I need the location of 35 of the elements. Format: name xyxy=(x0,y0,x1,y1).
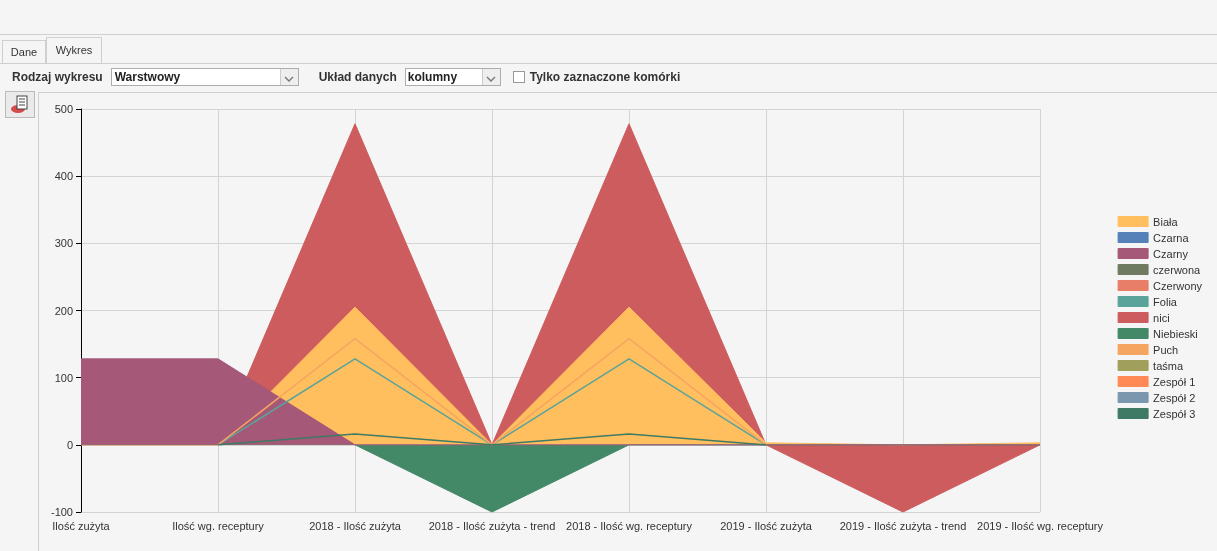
text: Warstwowy xyxy=(114,70,181,84)
text: Tylko zaznaczone komórki xyxy=(529,70,681,84)
legend-label: nici xyxy=(1153,311,1170,324)
y-tick-label: 100 xyxy=(54,371,73,384)
y-tick-label: 500 xyxy=(54,103,73,115)
legend-label: czerwona xyxy=(1153,263,1202,276)
x-tick-label: Ilość zużyta xyxy=(52,519,111,532)
legend-label: Zespół 1 xyxy=(1153,375,1196,388)
x-tick-label: 2018 - Ilość zużyta - trend xyxy=(428,519,556,532)
x-tick-label: 2019 - Ilość wg. receptury xyxy=(977,519,1104,532)
x-tick-label: 2018 - Ilość zużyta xyxy=(309,519,402,532)
text: kolumny xyxy=(407,70,458,84)
y-tick-label: 300 xyxy=(54,237,73,250)
legend-label: Puch xyxy=(1153,343,1179,356)
legend-label: Czarna xyxy=(1153,231,1190,244)
y-tick-label: 200 xyxy=(54,304,73,317)
x-tick-label: 2019 - Ilość zużyta - trend xyxy=(839,519,967,532)
text: Układ danych xyxy=(318,70,397,84)
legend-label: Czerwony xyxy=(1153,279,1203,292)
x-tick-label: 2018 - Ilość wg. receptury xyxy=(566,519,693,532)
legend-label: Niebieski xyxy=(1153,327,1198,340)
text: Rodzaj wykresu xyxy=(12,70,103,84)
legend-label: Zespół 3 xyxy=(1153,407,1196,420)
legend-label: Folia xyxy=(1153,295,1178,308)
text: Wykres xyxy=(46,37,102,64)
x-tick-label: 2019 - Ilość zużyta xyxy=(720,519,813,532)
legend-label: Biała xyxy=(1153,215,1179,228)
legend-label: Zespół 2 xyxy=(1153,391,1196,404)
text: Dane xyxy=(2,40,46,63)
x-tick-label: Ilość wg. receptury xyxy=(172,519,265,532)
legend-label: Czarny xyxy=(1153,247,1189,260)
legend-label: taśma xyxy=(1153,359,1184,372)
y-tick-label: -100 xyxy=(50,506,73,518)
y-tick-label: 400 xyxy=(54,170,73,183)
y-tick-label: 0 xyxy=(66,438,73,451)
